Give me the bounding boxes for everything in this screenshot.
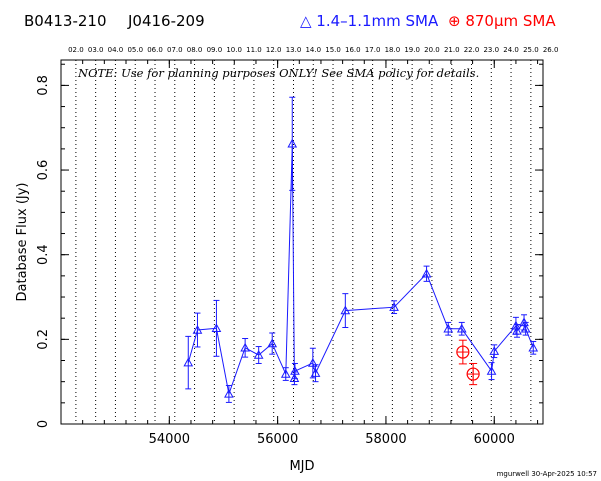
top-year-label: 25.0 (523, 46, 539, 54)
top-year-label: 08.0 (187, 46, 203, 54)
plot-frame (60, 59, 544, 425)
x-axis-title: MJD (289, 459, 314, 474)
top-year-label: 13.0 (286, 46, 302, 54)
data-point-triangle (280, 369, 291, 378)
top-year-label: 19.0 (404, 46, 420, 54)
axes: 02.0 03.0 04.0 05.0 06.0 07.0 08.0 09.0 10.0 11.0… (36, 46, 558, 447)
y-tick-label: 0.4 (36, 244, 51, 265)
year-grid (75, 60, 532, 424)
data-point-triangle (443, 323, 454, 333)
data-point-triangle (267, 338, 278, 348)
y-tick-label: 0.8 (36, 75, 51, 96)
footer-stamp: mgurwell 30-Apr-2025 10:57 (497, 470, 597, 478)
data-point-triangle (512, 325, 522, 335)
top-year-label: 12.0 (266, 46, 282, 54)
top-year-label: 03.0 (88, 46, 104, 54)
top-year-label: 04.0 (108, 46, 124, 54)
data-point-triangle (290, 366, 300, 375)
top-year-label: 09.0 (207, 46, 223, 54)
data-point-triangle (289, 373, 300, 382)
data-point-triangle (253, 349, 264, 359)
data-point-triangle (240, 342, 250, 352)
top-year-label: 14.0 (305, 46, 321, 54)
y-tick-label: 0.6 (36, 160, 51, 181)
data-point-triangle (389, 302, 399, 311)
data-point-triangle (183, 357, 194, 367)
top-year-label: 06.0 (147, 46, 163, 54)
x-tick-label: 54000 (149, 432, 190, 447)
data-point-triangle (486, 366, 497, 375)
top-year-label: 15.0 (325, 46, 341, 54)
top-year-label: 07.0 (167, 46, 183, 54)
source-alias: J0416-209 (127, 12, 205, 30)
y-tick-label: 0.2 (36, 329, 51, 350)
top-year-label: 23.0 (483, 46, 499, 54)
top-year-label: 16.0 (345, 46, 361, 54)
data-point-triangle (340, 305, 351, 315)
top-year-label: 21.0 (444, 46, 460, 54)
y-tick-label: 0 (36, 420, 51, 428)
data-point-triangle (192, 325, 203, 334)
top-year-label: 20.0 (424, 46, 440, 54)
legend-blue-entry: △ 1.4–1.1mm SMA (300, 12, 439, 30)
planning-note: NOTE: Use for planning purposes ONLY! Se… (77, 66, 479, 80)
top-year-label: 26.0 (543, 46, 559, 54)
series-marks (183, 96, 539, 403)
data-point-triangle (224, 388, 234, 398)
x-tick-label: 56000 (257, 432, 298, 447)
x-tick-label: 58000 (365, 432, 406, 447)
data-point-triangle (489, 346, 500, 355)
top-year-label: 05.0 (127, 46, 143, 54)
data-point-triangle (310, 368, 321, 377)
top-year-label: 02.0 (68, 46, 84, 54)
top-year-label: 22.0 (464, 46, 480, 54)
y-axis-title: Database Flux (Jy) (15, 183, 30, 302)
top-year-label: 17.0 (365, 46, 381, 54)
data-point-triangle (287, 138, 298, 148)
data-point-triangle (456, 323, 467, 333)
top-year-label: 10.0 (226, 46, 242, 54)
series-line (187, 143, 534, 396)
source-name: B0413-210 (24, 12, 107, 30)
x-tick-label: 60000 (474, 432, 515, 447)
data-point-triangle (307, 358, 318, 367)
data-point-triangle (211, 323, 222, 333)
data-point-triangle (520, 323, 531, 333)
top-year-label: 24.0 (503, 46, 519, 54)
top-year-label: 11.0 (246, 46, 262, 54)
data-point-triangle (528, 342, 539, 352)
legend-red-entry: ⊕ 870μm SMA (448, 12, 556, 30)
data-point-triangle (421, 268, 432, 278)
top-year-label: 18.0 (385, 46, 401, 54)
